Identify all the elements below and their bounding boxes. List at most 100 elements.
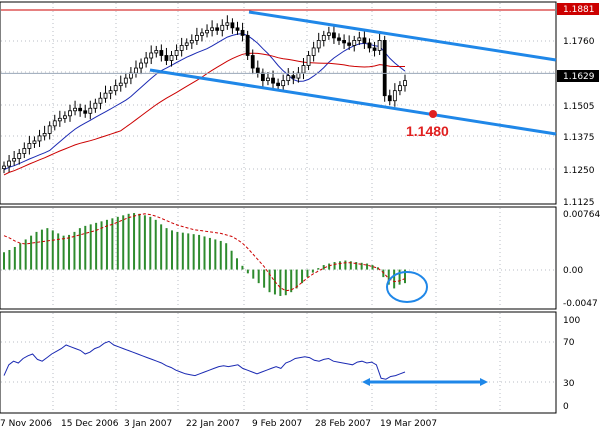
candle-15 <box>78 103 83 117</box>
candle-41 <box>210 20 215 37</box>
candle-76 <box>387 89 392 106</box>
macd-highlight-ellipse <box>386 271 428 303</box>
candle-42 <box>215 23 220 35</box>
candle-27 <box>139 58 143 75</box>
ma-fast-line <box>3 33 406 171</box>
candle-47 <box>240 22 245 42</box>
macd-histogram <box>3 213 406 296</box>
macd-tick-zero: 0.00 <box>563 266 583 276</box>
candle-12 <box>63 111 67 123</box>
candle-16 <box>83 104 88 118</box>
date-tick-1: 15 Dec 2006 <box>61 419 119 429</box>
candle-63 <box>321 30 326 47</box>
candle-29 <box>149 45 154 65</box>
candle-6 <box>32 136 37 148</box>
candle-30 <box>154 45 159 58</box>
price-tick-5: 1.1250 <box>563 166 595 176</box>
candle-14 <box>73 100 77 116</box>
candle-18 <box>93 98 98 113</box>
candle-71 <box>362 30 367 49</box>
candle-31 <box>159 44 164 62</box>
candle-69 <box>352 35 357 52</box>
candle-28 <box>144 51 149 68</box>
candles <box>2 15 407 174</box>
rsi-panel <box>0 311 557 414</box>
candle-79 <box>403 74 407 92</box>
candle-13 <box>68 104 72 122</box>
candle-61 <box>311 41 316 62</box>
candle-10 <box>52 114 57 131</box>
candle-46 <box>235 21 240 35</box>
candle-78 <box>398 81 402 96</box>
candle-34 <box>174 44 179 61</box>
candle-67 <box>342 34 346 49</box>
target-marker <box>429 110 437 118</box>
macd-tick-bottom: -0.0047 <box>563 299 598 309</box>
candle-0 <box>2 161 6 174</box>
candle-33 <box>169 50 174 67</box>
grid <box>1 3 555 412</box>
candle-17 <box>88 100 93 120</box>
candle-21 <box>108 86 113 100</box>
resistance-label: 1.1881 <box>557 3 599 15</box>
candle-3 <box>17 148 22 165</box>
candle-22 <box>113 79 118 96</box>
price-tick-3: 1.1505 <box>563 102 595 112</box>
candle-35 <box>179 37 184 57</box>
channel-lower-line <box>149 68 557 136</box>
candle-32 <box>164 47 169 66</box>
candle-48 <box>245 30 250 61</box>
candle-7 <box>37 129 42 147</box>
candle-38 <box>194 27 199 45</box>
candle-77 <box>392 83 397 107</box>
candle-4 <box>22 142 27 159</box>
channel-upper-line <box>248 10 557 62</box>
candle-9 <box>47 121 52 140</box>
rsi-support-arrow <box>362 378 488 386</box>
date-tick-4: 9 Feb 2007 <box>252 419 302 429</box>
candle-36 <box>184 38 189 50</box>
candle-64 <box>326 26 331 40</box>
candle-23 <box>118 75 123 92</box>
price-tick-1: 1.1760 <box>563 37 595 47</box>
candle-52 <box>266 72 270 86</box>
candle-72 <box>367 38 372 53</box>
candle-40 <box>205 24 209 38</box>
price-tick-6: 1.1125 <box>563 198 595 208</box>
candle-56 <box>286 68 291 86</box>
rsi-tick-70: 70 <box>563 338 575 348</box>
rsi-line <box>3 340 406 380</box>
svg-text:1.1629: 1.1629 <box>563 72 595 82</box>
candle-73 <box>372 41 377 57</box>
rsi-tick-0: 0 <box>563 402 569 412</box>
candle-75 <box>382 35 387 102</box>
price-axis: 1.1760 1.1505 1.1375 1.1250 1.1125 <box>563 37 595 208</box>
rsi-tick-30: 30 <box>563 379 575 389</box>
candle-66 <box>337 33 341 45</box>
date-tick-2: 3 Jan 2007 <box>124 419 172 429</box>
rsi-axis: 100 70 30 0 <box>563 316 580 412</box>
candle-68 <box>347 35 352 50</box>
date-tick-6: 19 Mar 2007 <box>380 419 437 429</box>
candle-20 <box>103 85 108 103</box>
candle-55 <box>281 74 286 92</box>
date-axis: 7 Nov 2006 15 Dec 2006 3 Jan 2007 22 Jan… <box>0 419 437 429</box>
candle-54 <box>276 78 281 91</box>
date-tick-0: 7 Nov 2006 <box>0 419 52 429</box>
candle-19 <box>98 92 103 110</box>
candle-11 <box>57 110 62 127</box>
candle-74 <box>377 32 382 55</box>
macd-axis: 0.00764 0.00 -0.0047 <box>563 210 600 309</box>
price-tick-4: 1.1375 <box>563 133 595 143</box>
rsi-tick-100: 100 <box>563 316 580 326</box>
candle-60 <box>306 50 311 71</box>
ma-slow-line <box>3 52 405 176</box>
price-panel <box>0 1 557 205</box>
macd-tick-top: 0.00764 <box>563 210 600 220</box>
candle-62 <box>316 32 321 53</box>
svg-text:1.1881: 1.1881 <box>563 5 595 15</box>
candle-49 <box>250 49 255 75</box>
candle-1 <box>7 155 11 173</box>
date-tick-5: 28 Feb 2007 <box>315 419 371 429</box>
